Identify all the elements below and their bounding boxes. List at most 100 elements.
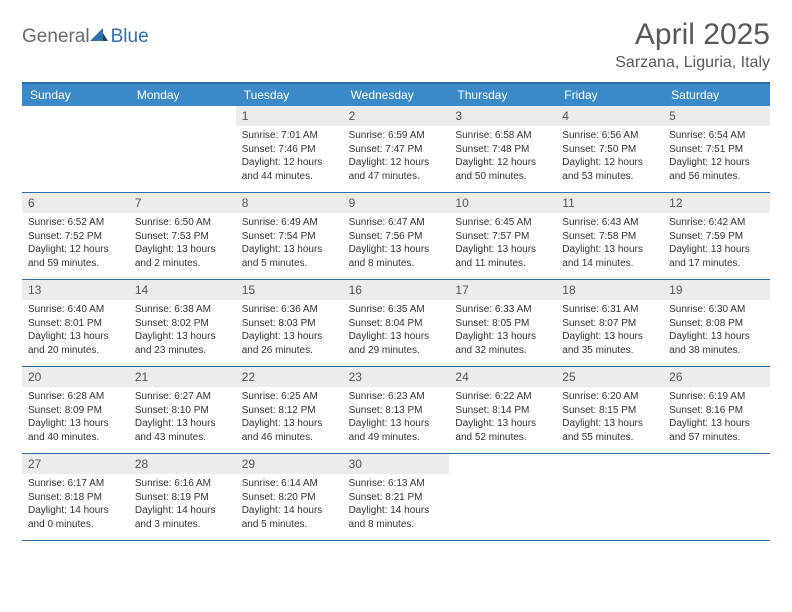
day-content: Sunrise: 6:28 AMSunset: 8:09 PMDaylight:… bbox=[22, 387, 129, 449]
day-content: Sunrise: 6:14 AMSunset: 8:20 PMDaylight:… bbox=[236, 474, 343, 536]
day-number: 27 bbox=[22, 454, 129, 474]
day-content: Sunrise: 6:13 AMSunset: 8:21 PMDaylight:… bbox=[343, 474, 450, 536]
day-number: 6 bbox=[22, 193, 129, 213]
day-content: Sunrise: 6:25 AMSunset: 8:12 PMDaylight:… bbox=[236, 387, 343, 449]
day-content: Sunrise: 6:49 AMSunset: 7:54 PMDaylight:… bbox=[236, 213, 343, 275]
logo-text-general: General bbox=[22, 26, 90, 48]
day-number: 29 bbox=[236, 454, 343, 474]
day-number: 4 bbox=[556, 106, 663, 126]
day-number: 5 bbox=[663, 106, 770, 126]
day-content: Sunrise: 6:45 AMSunset: 7:57 PMDaylight:… bbox=[449, 213, 556, 275]
week-row: 27Sunrise: 6:17 AMSunset: 8:18 PMDayligh… bbox=[22, 454, 770, 541]
week-row: 6Sunrise: 6:52 AMSunset: 7:52 PMDaylight… bbox=[22, 193, 770, 280]
day-cell: 28Sunrise: 6:16 AMSunset: 8:19 PMDayligh… bbox=[129, 454, 236, 540]
day-cell: 25Sunrise: 6:20 AMSunset: 8:15 PMDayligh… bbox=[556, 367, 663, 453]
day-header: Tuesday bbox=[236, 84, 343, 106]
day-cell: 27Sunrise: 6:17 AMSunset: 8:18 PMDayligh… bbox=[22, 454, 129, 540]
day-number: 8 bbox=[236, 193, 343, 213]
week-row: 20Sunrise: 6:28 AMSunset: 8:09 PMDayligh… bbox=[22, 367, 770, 454]
day-cell: 26Sunrise: 6:19 AMSunset: 8:16 PMDayligh… bbox=[663, 367, 770, 453]
day-cell: 4Sunrise: 6:56 AMSunset: 7:50 PMDaylight… bbox=[556, 106, 663, 192]
empty-cell bbox=[22, 106, 129, 192]
day-number: 20 bbox=[22, 367, 129, 387]
day-cell: 12Sunrise: 6:42 AMSunset: 7:59 PMDayligh… bbox=[663, 193, 770, 279]
day-content: Sunrise: 6:31 AMSunset: 8:07 PMDaylight:… bbox=[556, 300, 663, 362]
empty-cell bbox=[449, 454, 556, 540]
day-header: Friday bbox=[556, 84, 663, 106]
title-block: April 2025 Sarzana, Liguria, Italy bbox=[615, 18, 770, 72]
day-content: Sunrise: 6:27 AMSunset: 8:10 PMDaylight:… bbox=[129, 387, 236, 449]
day-header: Sunday bbox=[22, 84, 129, 106]
day-number: 11 bbox=[556, 193, 663, 213]
day-number: 22 bbox=[236, 367, 343, 387]
empty-cell bbox=[129, 106, 236, 192]
day-number: 26 bbox=[663, 367, 770, 387]
day-content: Sunrise: 6:58 AMSunset: 7:48 PMDaylight:… bbox=[449, 126, 556, 188]
day-number: 1 bbox=[236, 106, 343, 126]
day-number: 15 bbox=[236, 280, 343, 300]
day-cell: 6Sunrise: 6:52 AMSunset: 7:52 PMDaylight… bbox=[22, 193, 129, 279]
day-cell: 22Sunrise: 6:25 AMSunset: 8:12 PMDayligh… bbox=[236, 367, 343, 453]
day-header: Saturday bbox=[663, 84, 770, 106]
day-cell: 14Sunrise: 6:38 AMSunset: 8:02 PMDayligh… bbox=[129, 280, 236, 366]
day-content: Sunrise: 6:35 AMSunset: 8:04 PMDaylight:… bbox=[343, 300, 450, 362]
day-header: Thursday bbox=[449, 84, 556, 106]
day-number: 24 bbox=[449, 367, 556, 387]
day-number: 25 bbox=[556, 367, 663, 387]
day-number: 18 bbox=[556, 280, 663, 300]
day-cell: 1Sunrise: 7:01 AMSunset: 7:46 PMDaylight… bbox=[236, 106, 343, 192]
day-cell: 9Sunrise: 6:47 AMSunset: 7:56 PMDaylight… bbox=[343, 193, 450, 279]
day-cell: 29Sunrise: 6:14 AMSunset: 8:20 PMDayligh… bbox=[236, 454, 343, 540]
day-number: 19 bbox=[663, 280, 770, 300]
day-number: 7 bbox=[129, 193, 236, 213]
day-cell: 3Sunrise: 6:58 AMSunset: 7:48 PMDaylight… bbox=[449, 106, 556, 192]
day-content: Sunrise: 6:47 AMSunset: 7:56 PMDaylight:… bbox=[343, 213, 450, 275]
day-number: 28 bbox=[129, 454, 236, 474]
empty-cell bbox=[663, 454, 770, 540]
empty-cell bbox=[556, 454, 663, 540]
day-number: 16 bbox=[343, 280, 450, 300]
day-content: Sunrise: 6:16 AMSunset: 8:19 PMDaylight:… bbox=[129, 474, 236, 536]
day-header: Monday bbox=[129, 84, 236, 106]
day-cell: 18Sunrise: 6:31 AMSunset: 8:07 PMDayligh… bbox=[556, 280, 663, 366]
day-content: Sunrise: 6:42 AMSunset: 7:59 PMDaylight:… bbox=[663, 213, 770, 275]
day-cell: 5Sunrise: 6:54 AMSunset: 7:51 PMDaylight… bbox=[663, 106, 770, 192]
logo-text-blue: Blue bbox=[111, 26, 149, 48]
day-cell: 13Sunrise: 6:40 AMSunset: 8:01 PMDayligh… bbox=[22, 280, 129, 366]
logo-icon bbox=[90, 28, 108, 47]
day-cell: 2Sunrise: 6:59 AMSunset: 7:47 PMDaylight… bbox=[343, 106, 450, 192]
day-number: 14 bbox=[129, 280, 236, 300]
day-number: 17 bbox=[449, 280, 556, 300]
page-header: General Blue April 2025 Sarzana, Liguria… bbox=[22, 18, 770, 72]
day-content: Sunrise: 6:38 AMSunset: 8:02 PMDaylight:… bbox=[129, 300, 236, 362]
day-cell: 30Sunrise: 6:13 AMSunset: 8:21 PMDayligh… bbox=[343, 454, 450, 540]
day-number: 13 bbox=[22, 280, 129, 300]
day-content: Sunrise: 6:20 AMSunset: 8:15 PMDaylight:… bbox=[556, 387, 663, 449]
day-content: Sunrise: 6:33 AMSunset: 8:05 PMDaylight:… bbox=[449, 300, 556, 362]
day-cell: 11Sunrise: 6:43 AMSunset: 7:58 PMDayligh… bbox=[556, 193, 663, 279]
day-cell: 8Sunrise: 6:49 AMSunset: 7:54 PMDaylight… bbox=[236, 193, 343, 279]
logo: General Blue bbox=[22, 18, 149, 48]
day-cell: 20Sunrise: 6:28 AMSunset: 8:09 PMDayligh… bbox=[22, 367, 129, 453]
day-cell: 24Sunrise: 6:22 AMSunset: 8:14 PMDayligh… bbox=[449, 367, 556, 453]
day-content: Sunrise: 6:52 AMSunset: 7:52 PMDaylight:… bbox=[22, 213, 129, 275]
location: Sarzana, Liguria, Italy bbox=[615, 54, 770, 72]
day-number: 10 bbox=[449, 193, 556, 213]
day-content: Sunrise: 6:43 AMSunset: 7:58 PMDaylight:… bbox=[556, 213, 663, 275]
day-cell: 23Sunrise: 6:23 AMSunset: 8:13 PMDayligh… bbox=[343, 367, 450, 453]
day-content: Sunrise: 6:54 AMSunset: 7:51 PMDaylight:… bbox=[663, 126, 770, 188]
day-cell: 21Sunrise: 6:27 AMSunset: 8:10 PMDayligh… bbox=[129, 367, 236, 453]
day-content: Sunrise: 6:17 AMSunset: 8:18 PMDaylight:… bbox=[22, 474, 129, 536]
day-content: Sunrise: 6:50 AMSunset: 7:53 PMDaylight:… bbox=[129, 213, 236, 275]
day-cell: 15Sunrise: 6:36 AMSunset: 8:03 PMDayligh… bbox=[236, 280, 343, 366]
day-cell: 19Sunrise: 6:30 AMSunset: 8:08 PMDayligh… bbox=[663, 280, 770, 366]
day-number: 2 bbox=[343, 106, 450, 126]
day-header: Wednesday bbox=[343, 84, 450, 106]
day-content: Sunrise: 6:23 AMSunset: 8:13 PMDaylight:… bbox=[343, 387, 450, 449]
day-cell: 10Sunrise: 6:45 AMSunset: 7:57 PMDayligh… bbox=[449, 193, 556, 279]
week-row: 13Sunrise: 6:40 AMSunset: 8:01 PMDayligh… bbox=[22, 280, 770, 367]
day-number: 12 bbox=[663, 193, 770, 213]
day-header-row: SundayMondayTuesdayWednesdayThursdayFrid… bbox=[22, 84, 770, 106]
day-cell: 7Sunrise: 6:50 AMSunset: 7:53 PMDaylight… bbox=[129, 193, 236, 279]
day-content: Sunrise: 6:56 AMSunset: 7:50 PMDaylight:… bbox=[556, 126, 663, 188]
